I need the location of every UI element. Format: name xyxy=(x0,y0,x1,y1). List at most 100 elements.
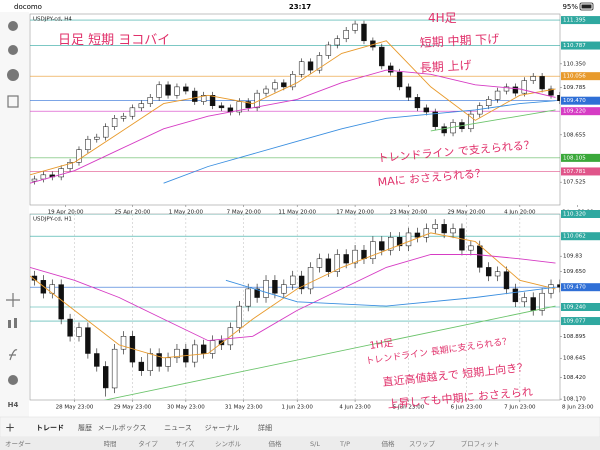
add-button[interactable]: + xyxy=(5,421,15,435)
plot-area xyxy=(30,214,560,400)
y-tick-label: 110.062 xyxy=(563,234,586,240)
icon-indicators-b[interactable] xyxy=(14,318,17,328)
tab[interactable]: 履歴 xyxy=(78,424,92,432)
icon-crosshair[interactable] xyxy=(6,293,20,307)
y-tick-label: 108.895 xyxy=(563,334,586,340)
icon-chat[interactable] xyxy=(7,69,19,81)
candle-body xyxy=(539,76,545,90)
icon-new[interactable] xyxy=(7,95,19,108)
price-label-bg xyxy=(561,303,600,311)
timeframe-button[interactable]: H4 xyxy=(8,401,19,409)
candle-body xyxy=(245,288,251,307)
candle-body xyxy=(298,61,305,75)
y-tick-label: 108.170 xyxy=(563,397,586,403)
candle-body xyxy=(192,90,198,102)
y-tick-label: 109.470 xyxy=(563,285,586,291)
column-header: スワップ xyxy=(409,440,436,448)
x-tick-label: 19 Apr 20:00 xyxy=(48,210,84,216)
candle-body xyxy=(494,90,501,100)
candle-body xyxy=(209,95,216,106)
x-tick-label: 28 May 23:00 xyxy=(56,405,94,411)
candle-body xyxy=(85,138,91,150)
x-tick-label: 4 Jun 20:00 xyxy=(504,210,536,216)
column-header: T/P xyxy=(339,440,350,448)
icon-quotes[interactable] xyxy=(8,21,18,31)
candle-body xyxy=(147,97,153,104)
candle-body xyxy=(40,174,47,180)
icon-objects[interactable] xyxy=(8,375,18,385)
chart-title: USDJPY-cd, H4 xyxy=(33,17,72,23)
tab[interactable]: トレード xyxy=(36,424,64,432)
candle-body xyxy=(290,275,296,285)
candle-body xyxy=(94,353,100,367)
candle-body xyxy=(290,74,296,88)
candle-body xyxy=(138,361,145,371)
x-tick-label: 30 May 23:00 xyxy=(167,405,205,411)
price-label-bg xyxy=(561,16,600,25)
candle-body xyxy=(200,344,207,354)
candle-body xyxy=(503,271,510,290)
candle-body xyxy=(557,284,560,288)
candle-body xyxy=(485,267,492,277)
indicator-line xyxy=(30,254,556,342)
candle-body xyxy=(120,115,127,119)
handwritten-note: 4H足 xyxy=(428,11,457,25)
candle-body xyxy=(138,103,145,109)
chart: USDJPY-cd, H1 110.320 110.062 109.83 109.650… xyxy=(30,210,600,411)
tab[interactable]: ジャーナル xyxy=(205,424,240,432)
column-header: S/L xyxy=(310,440,320,448)
candle-body xyxy=(343,254,349,264)
candle-body xyxy=(298,275,305,290)
candle-body xyxy=(396,71,403,88)
y-tick-label: 108.420 xyxy=(563,375,586,381)
candle-body xyxy=(423,228,430,238)
column-header: プロフィット xyxy=(461,440,500,448)
candle-body xyxy=(174,86,180,96)
column-header-bar xyxy=(0,437,600,450)
tab[interactable]: ニュース xyxy=(164,424,192,432)
candle-body xyxy=(111,118,118,127)
column-header: 価格 xyxy=(269,439,283,448)
candle-body xyxy=(370,241,376,260)
tab[interactable]: 詳細 xyxy=(258,423,272,432)
candle-body xyxy=(423,107,430,113)
candle-body xyxy=(67,162,73,169)
column-header: オーダー xyxy=(5,439,31,448)
x-tick-label: 7 Jun 23:00 xyxy=(504,405,536,411)
candle-body xyxy=(94,136,100,140)
candle-body xyxy=(76,149,82,163)
candle-body xyxy=(468,113,474,130)
battery-icon xyxy=(579,2,594,11)
indicator-line xyxy=(225,279,556,307)
candle-body xyxy=(352,23,358,31)
x-tick-label: 29 May 23:00 xyxy=(114,405,152,411)
icon-function[interactable] xyxy=(9,349,18,361)
candle-body xyxy=(379,241,385,251)
y-tick-label: 109.83 xyxy=(563,254,583,260)
candle-body xyxy=(218,105,225,109)
price-label-bg xyxy=(561,232,600,241)
icon-indicators[interactable] xyxy=(8,320,11,328)
y-tick-label: 108.105 xyxy=(563,155,586,161)
candle-body xyxy=(414,232,421,238)
candle-body xyxy=(548,88,554,96)
icon-account[interactable] xyxy=(8,45,18,55)
price-label-bg xyxy=(561,167,600,176)
indicator-line xyxy=(103,305,556,400)
y-tick-label: 109.240 xyxy=(563,305,586,311)
candle-body xyxy=(307,267,314,290)
tab[interactable]: メールボックス xyxy=(98,424,147,432)
y-tick-label: 108.655 xyxy=(563,132,586,138)
candle-body xyxy=(361,23,367,42)
y-tick-label: 110.350 xyxy=(563,61,586,67)
x-tick-label: 5 Jun 23:00 xyxy=(393,405,425,411)
column-header: タイプ xyxy=(138,439,158,448)
plot-area xyxy=(30,19,560,185)
candle-body xyxy=(334,254,340,272)
candle-body xyxy=(111,348,118,389)
y-tick-label: 109.077 xyxy=(563,319,586,325)
chart: USDJPY-cd, H4 111.395 110.787 110.350 110.05… xyxy=(30,16,600,216)
x-tick-label: 6 Jun 23:00 xyxy=(451,405,483,411)
x-tick-label: 23 May 20:00 xyxy=(390,210,428,216)
